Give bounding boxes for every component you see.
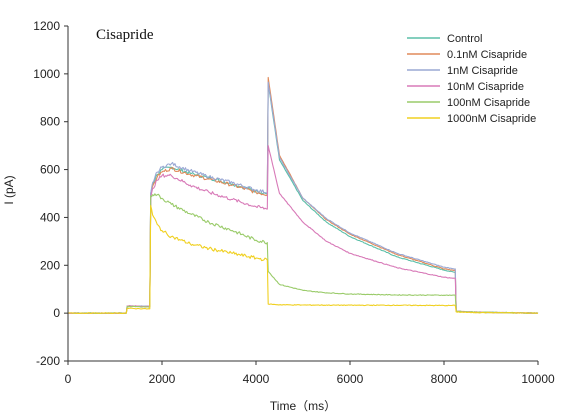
y-tick-label: 0 (53, 306, 60, 320)
legend-label: 1nM Cisapride (447, 65, 518, 77)
x-tick-label: 4000 (243, 372, 270, 386)
axes: -200 0 200 400 600 800 1000 1200 0 2000 4000 6000 80… (33, 19, 555, 386)
legend-label: 10nM Cisapride (447, 81, 524, 93)
y-tick-label: 600 (40, 163, 60, 177)
x-tick-label: 8000 (431, 372, 458, 386)
series-line (67, 193, 538, 315)
x-axis-label: Time（ms） (270, 399, 336, 413)
y-tick-label: -200 (36, 354, 60, 368)
series-layer (67, 76, 539, 315)
chart-title: Cisapride (96, 27, 154, 43)
y-tick-label: 400 (40, 210, 60, 224)
legend-label: 0.1nM Cisapride (447, 49, 527, 61)
y-axis-label: I (pA) (2, 175, 16, 204)
y-tick-label: 800 (40, 115, 60, 129)
y-tick-label: 1000 (33, 67, 60, 81)
x-tick-label: 2000 (149, 372, 176, 386)
x-tick-label: 0 (65, 372, 72, 386)
y-tick-label: 1200 (33, 19, 60, 33)
series-line (67, 145, 539, 315)
x-tick-label: 6000 (337, 372, 364, 386)
legend-label: 100nM Cisapride (447, 97, 530, 109)
y-tick-label: 200 (40, 258, 60, 272)
x-tick-label: 10000 (521, 372, 555, 386)
legend-label: 1000nM Cisapride (447, 113, 536, 125)
legend: Control 0.1nM Cisapride 1nM Cisapride 10nM … (407, 33, 536, 125)
series-line (67, 204, 539, 315)
legend-label: Control (447, 33, 482, 45)
